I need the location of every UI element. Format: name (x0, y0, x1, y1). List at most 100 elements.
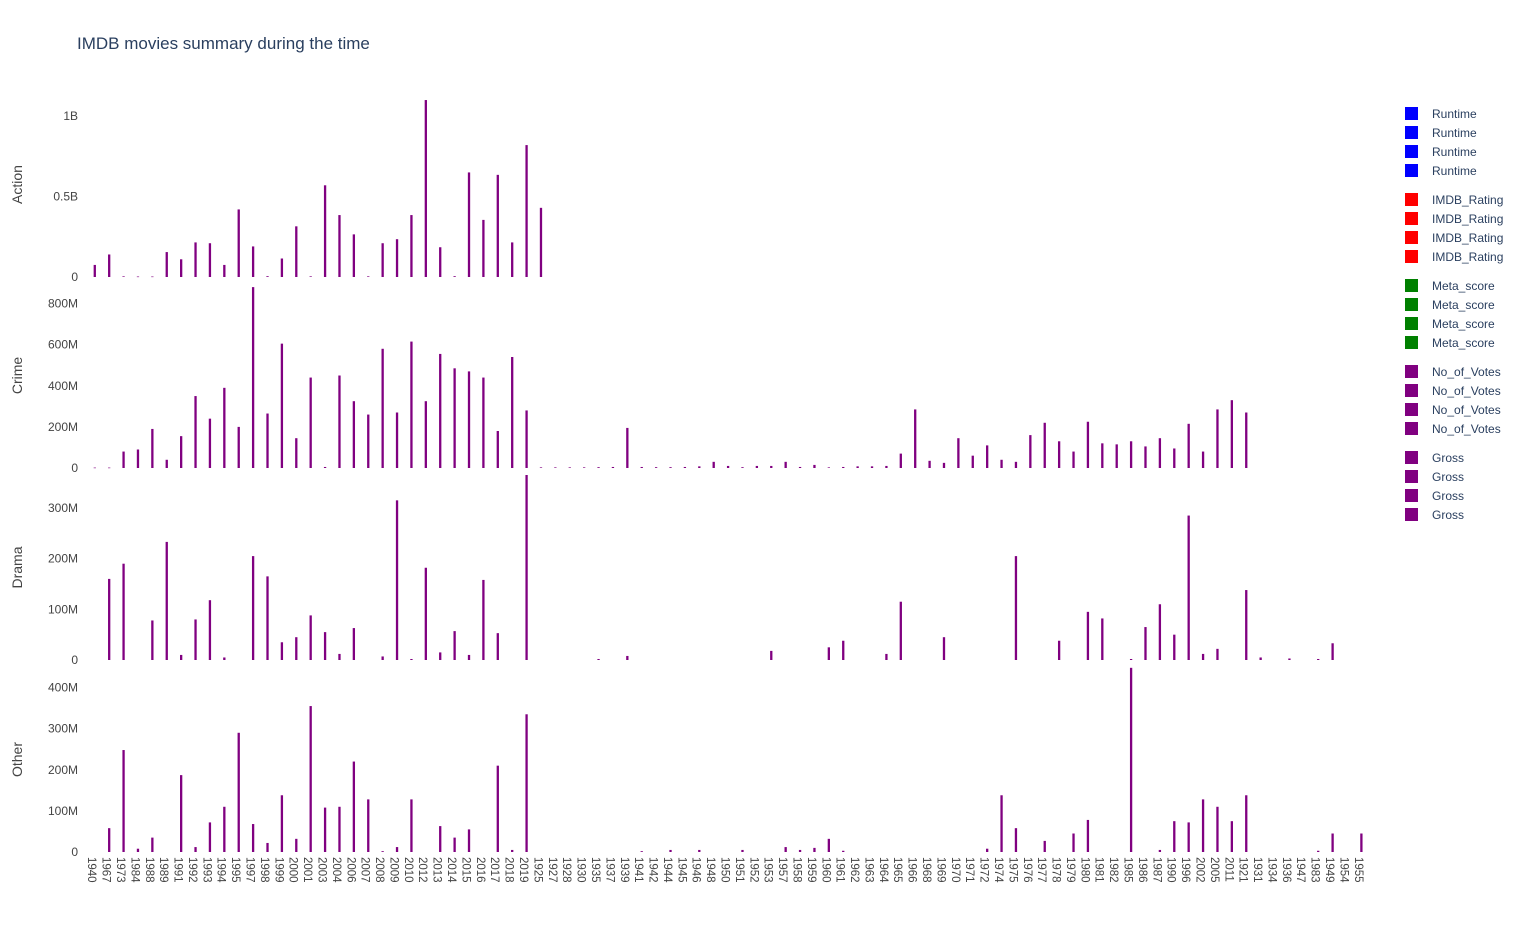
bar (410, 658, 413, 660)
x-tick-label: 1937 (603, 857, 615, 883)
bar (1201, 451, 1205, 468)
legend-item[interactable]: IMDB_Rating (1405, 247, 1503, 266)
legend-item[interactable]: Gross (1405, 486, 1503, 505)
bar (151, 837, 154, 852)
bar (439, 826, 442, 852)
x-tick-label: 2007 (359, 857, 371, 883)
bar (1216, 648, 1219, 660)
legend-item[interactable]: Meta_score (1405, 295, 1503, 314)
legend-item[interactable]: IMDB_Rating (1405, 190, 1503, 209)
bar (237, 732, 240, 852)
legend-swatch (1405, 422, 1418, 435)
bar (223, 387, 226, 468)
bar (1245, 795, 1248, 852)
legend-item[interactable]: Meta_score (1405, 333, 1503, 352)
bar (1000, 795, 1003, 852)
legend-swatch (1405, 164, 1418, 177)
bar (539, 467, 543, 468)
x-tick-label: 1982 (1107, 857, 1119, 883)
x-tick-label: 1972 (978, 857, 990, 883)
legend-item[interactable]: IMDB_Rating (1405, 209, 1503, 228)
bar (1101, 443, 1104, 468)
bar (165, 252, 168, 277)
bar (1201, 653, 1205, 660)
bar (180, 436, 183, 468)
x-tick-label: 1953 (762, 857, 774, 883)
legend-item[interactable]: Runtime (1405, 104, 1503, 123)
y-tick-label: 200M (48, 420, 78, 434)
bar (266, 413, 269, 468)
y-tick-label: 400M (48, 379, 78, 393)
legend-item[interactable]: Gross (1405, 448, 1503, 467)
bar (309, 377, 312, 468)
bar (1014, 461, 1018, 468)
x-tick-label: 1980 (1078, 857, 1090, 883)
bar (237, 426, 240, 468)
legend-item[interactable]: Meta_score (1405, 314, 1503, 333)
bar (798, 466, 802, 468)
legend-item[interactable]: Runtime (1405, 161, 1503, 180)
x-tick-label: 2000 (287, 857, 299, 883)
bar (338, 215, 341, 277)
legend-item[interactable]: Runtime (1405, 142, 1503, 161)
bar (280, 258, 284, 277)
legend-item[interactable]: No_of_Votes (1405, 400, 1503, 419)
chart-legend: Runtime Runtime Runtime Runtime IMDB_Rating I… (1405, 104, 1503, 524)
legend-item[interactable]: No_of_Votes (1405, 381, 1503, 400)
bar (784, 847, 787, 852)
bar (482, 219, 485, 277)
bar (352, 401, 356, 468)
x-tick-label: 1939 (618, 857, 630, 883)
bar (395, 847, 399, 852)
bar (1216, 409, 1219, 468)
legend-item[interactable]: IMDB_Rating (1405, 228, 1503, 247)
bar (194, 242, 197, 277)
bar (539, 207, 543, 277)
x-tick-label: 2019 (517, 857, 529, 883)
bar (280, 642, 284, 660)
bar (194, 847, 197, 852)
bar (108, 828, 111, 852)
bar (496, 633, 499, 660)
legend-label: No_of_Votes (1432, 364, 1501, 379)
bar (151, 428, 154, 468)
legend-label: No_of_Votes (1432, 402, 1501, 417)
bar (439, 247, 442, 277)
x-tick-label: 1990 (1165, 857, 1177, 883)
x-tick-label: 2006 (344, 857, 356, 883)
x-tick-label: 1996 (1179, 857, 1191, 883)
bar (611, 466, 615, 468)
bar (251, 824, 255, 852)
legend-swatch (1405, 107, 1418, 120)
legend-group-gap (1405, 438, 1503, 448)
bar (295, 637, 298, 660)
x-tick-label: 1952 (747, 857, 759, 883)
x-tick-label: 1970 (949, 857, 961, 883)
legend-item[interactable]: Gross (1405, 505, 1503, 524)
chart-title: IMDB movies summary during the time (77, 34, 370, 53)
legend-item[interactable]: Gross (1405, 467, 1503, 486)
bar (1043, 422, 1046, 468)
x-tick-label: 1958 (790, 857, 802, 883)
bar (842, 466, 845, 468)
x-tick-label: 1983 (1309, 857, 1321, 883)
legend-item[interactable]: No_of_Votes (1405, 362, 1503, 381)
bar (942, 637, 946, 660)
legend-item[interactable]: Runtime (1405, 123, 1503, 142)
bar (827, 838, 830, 852)
x-tick-label: 1948 (704, 857, 716, 883)
bar (1331, 833, 1334, 852)
bar (496, 174, 499, 277)
legend-item[interactable]: Meta_score (1405, 276, 1503, 295)
bar (986, 848, 989, 852)
bar (424, 567, 427, 660)
bar (381, 348, 384, 468)
legend-item[interactable]: No_of_Votes (1405, 419, 1503, 438)
x-tick-label: 1941 (632, 857, 644, 883)
bar (467, 654, 471, 660)
x-tick-label: 1974 (992, 857, 1004, 883)
bar (280, 343, 284, 468)
bar (1029, 435, 1032, 468)
legend-swatch (1405, 365, 1418, 378)
bar (122, 750, 125, 852)
